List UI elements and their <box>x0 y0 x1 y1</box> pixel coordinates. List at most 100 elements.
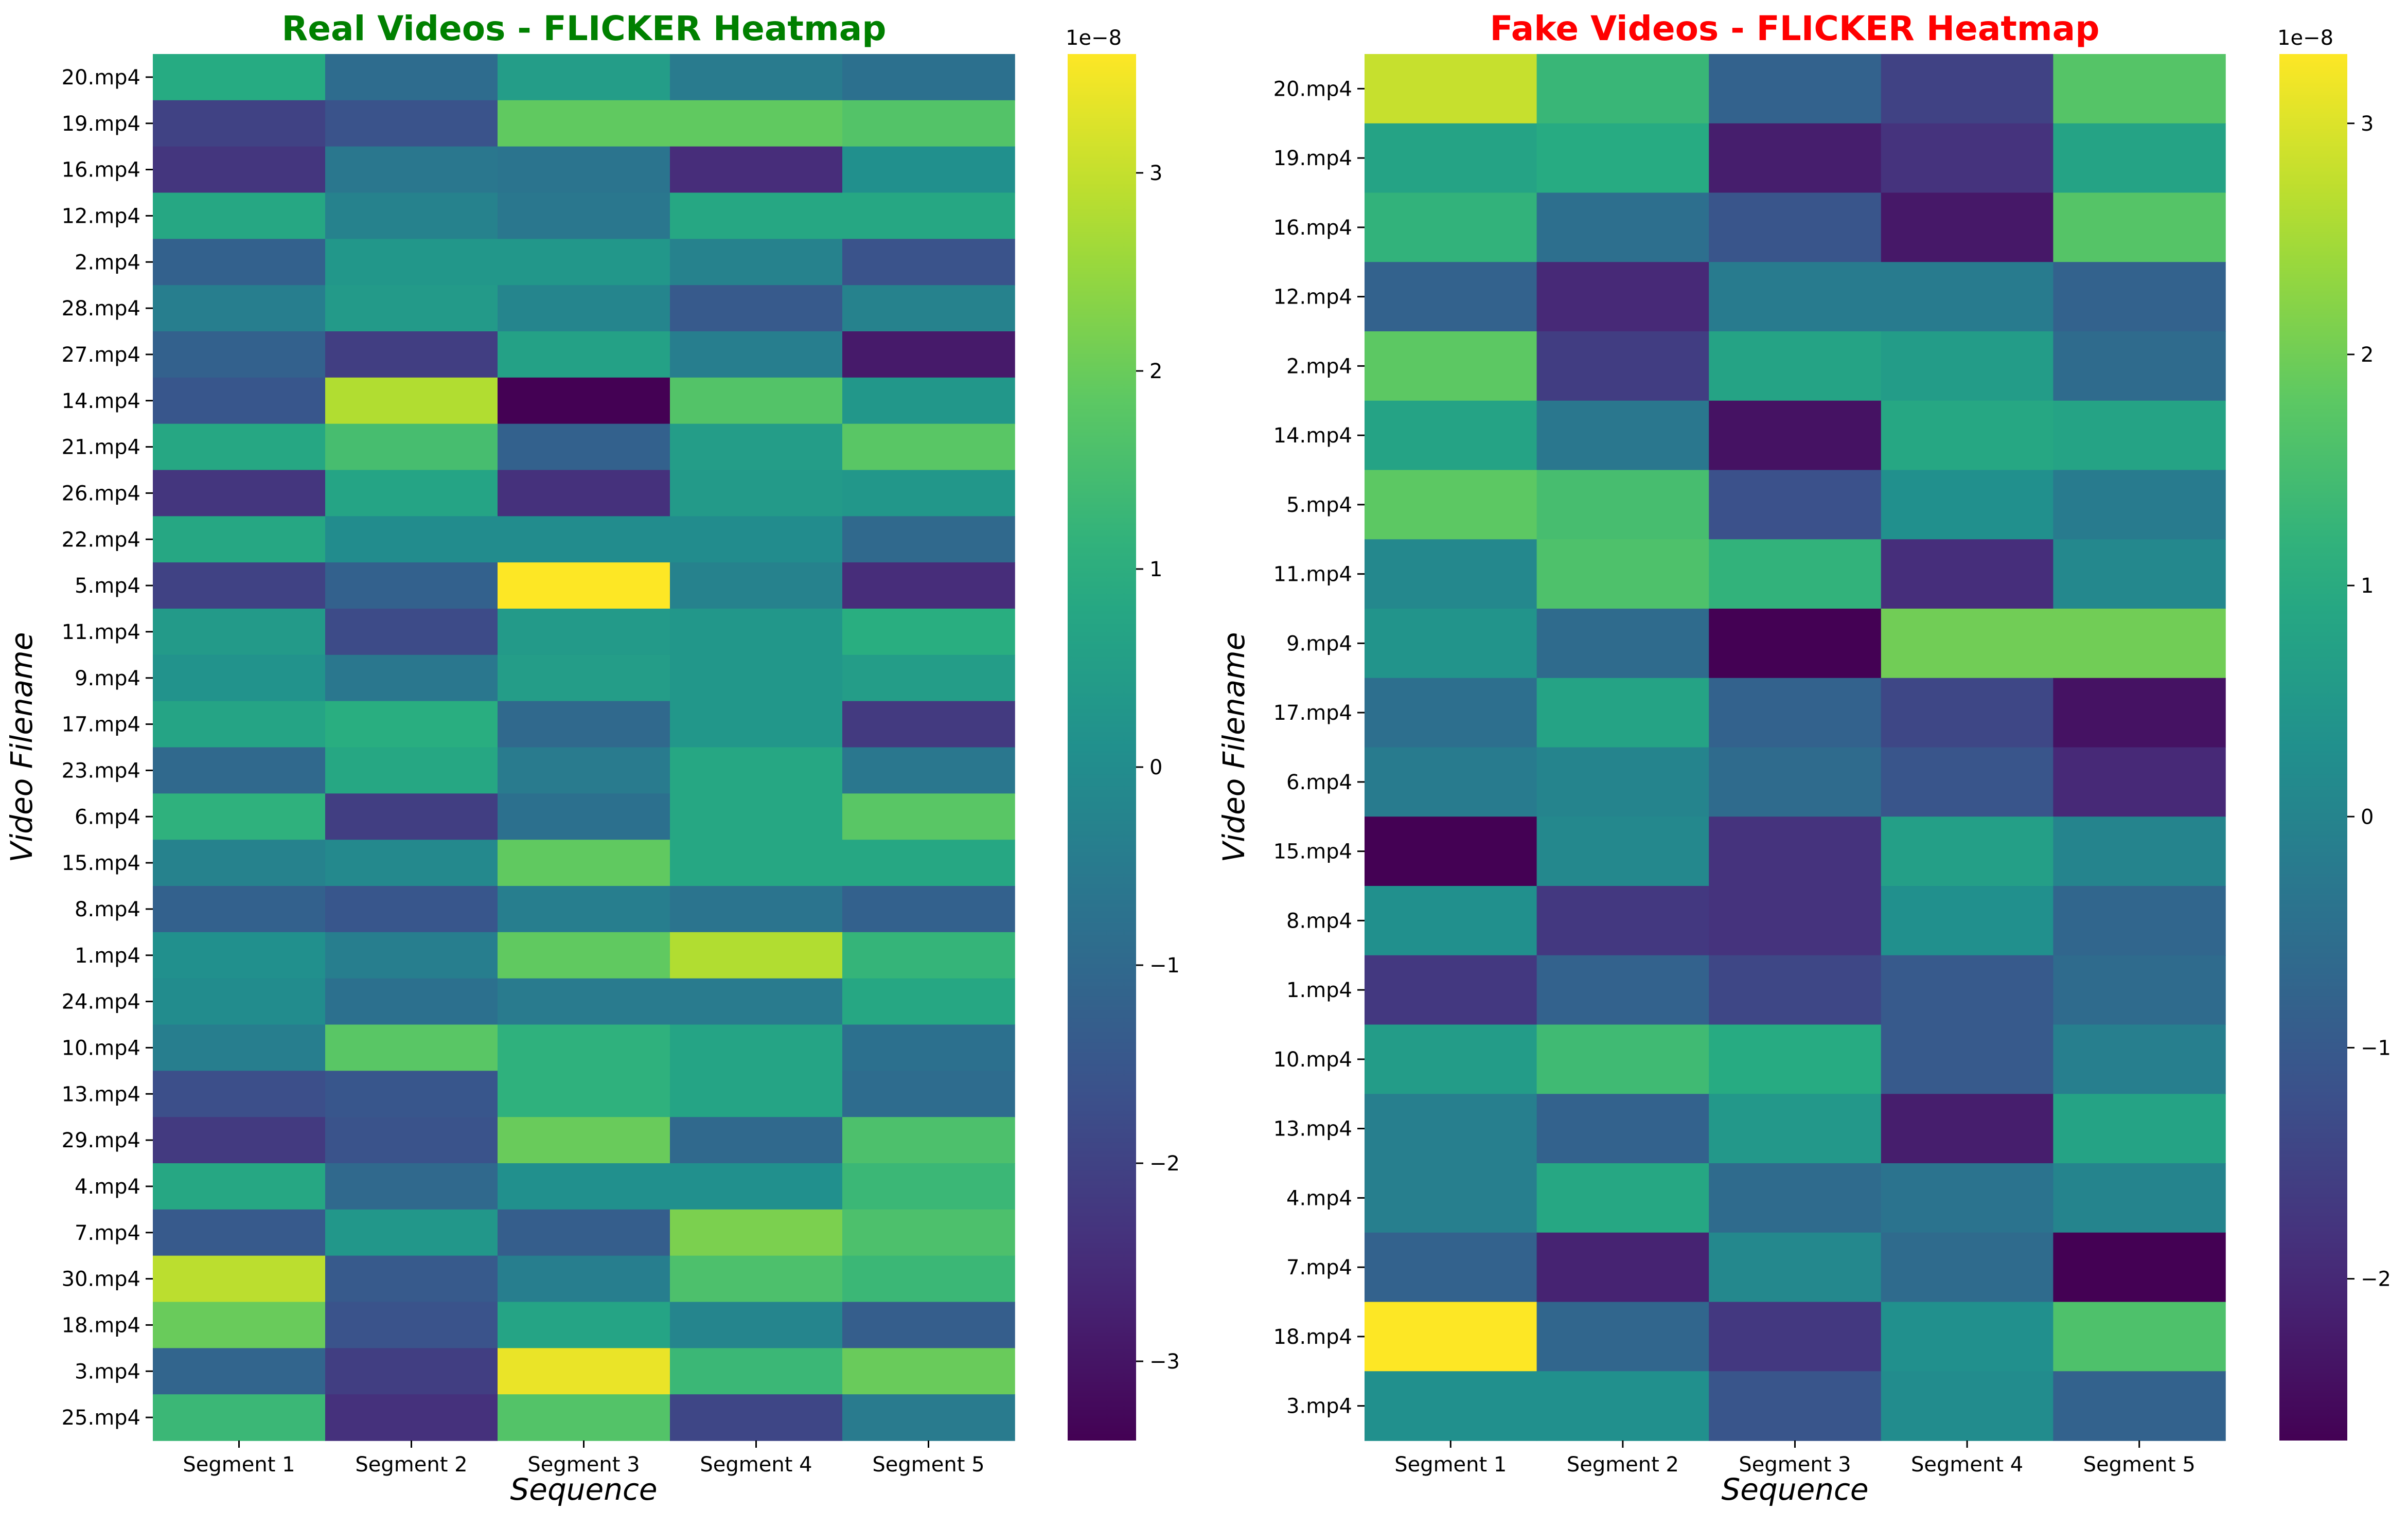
heatmap-cell <box>1536 54 1709 124</box>
heatmap-cell <box>1365 1024 1537 1095</box>
y-tick-label: 9.mp4 <box>75 667 140 690</box>
x-tick-label: Segment 1 <box>183 1453 295 1477</box>
heatmap-cell <box>1881 54 2054 124</box>
heatmap-cell <box>153 1163 326 1210</box>
heatmap-cell <box>1709 1302 1882 1372</box>
heatmap-cell <box>1881 955 2054 1025</box>
heatmap-cell <box>1365 54 1537 124</box>
y-tick-label: 23.mp4 <box>62 759 140 783</box>
heatmap-cell <box>670 1302 843 1349</box>
heatmap-cell <box>842 377 1015 424</box>
colorbar-tick-label: −3 <box>1149 1350 1180 1374</box>
heatmap-cell <box>153 1117 326 1164</box>
heatmap-cell <box>670 1348 843 1395</box>
y-tick-label: 4.mp4 <box>1286 1186 1352 1210</box>
heatmap-cell <box>1881 400 2054 471</box>
y-tick-label: 12.mp4 <box>1273 286 1352 309</box>
heatmap-cell <box>498 331 670 378</box>
y-tick-label: 4.mp4 <box>75 1175 140 1199</box>
heatmap-cell <box>1536 955 1709 1025</box>
heatmap-cell <box>842 609 1015 655</box>
heatmap-cell <box>670 886 843 933</box>
heatmap-cell <box>325 886 498 933</box>
heatmap-cell <box>1365 955 1537 1025</box>
heatmap-cell <box>1709 886 1882 956</box>
heatmap-cell <box>325 793 498 840</box>
heatmap-cell <box>498 978 670 1025</box>
heatmap-cell <box>670 562 843 609</box>
y-tick-label: 10.mp4 <box>62 1036 140 1060</box>
heatmap-cell <box>1881 816 2054 886</box>
heatmap-cell <box>1365 1371 1537 1441</box>
heatmap-cell <box>670 932 843 979</box>
colorbar-tick-label: 0 <box>1149 756 1162 779</box>
heatmap-cell <box>153 239 326 286</box>
heatmap-cell <box>1536 331 1709 401</box>
heatmap-cell <box>1365 886 1537 956</box>
heatmap-cell <box>153 1302 326 1349</box>
heatmap-cell <box>1365 123 1537 193</box>
heatmap-cell <box>1365 470 1537 540</box>
heatmap-cell <box>325 562 498 609</box>
heatmap-cell <box>670 470 843 517</box>
heatmap-cell <box>498 1255 670 1303</box>
colorbar-tick-label: 1 <box>2361 574 2374 598</box>
heatmap-cell <box>498 840 670 886</box>
heatmap-cell <box>2053 1302 2226 1372</box>
heatmap-cell <box>2053 331 2226 401</box>
y-tick-label: 8.mp4 <box>75 898 140 921</box>
heatmap-cell <box>153 747 326 794</box>
heatmap-cell <box>498 1071 670 1117</box>
heatmap-cell <box>1536 816 1709 886</box>
colorbar-tick-label: −1 <box>2361 1036 2391 1060</box>
heatmap-cell <box>325 1348 498 1395</box>
heatmap-cell <box>153 840 326 886</box>
heatmap-cell <box>2053 1232 2226 1303</box>
heatmap-cell <box>842 654 1015 702</box>
heatmap-cell <box>842 331 1015 378</box>
heatmap-cell <box>670 54 843 101</box>
heatmap-cell <box>325 239 498 286</box>
heatmap-cell <box>1709 470 1882 540</box>
heatmap-cell <box>498 701 670 748</box>
heatmap-cell <box>325 932 498 979</box>
heatmap-cell <box>842 1071 1015 1117</box>
heatmap-cell <box>2053 1163 2226 1233</box>
heatmap-cell <box>153 470 326 517</box>
heatmap-cell <box>325 1024 498 1072</box>
heatmap-cell <box>1709 262 1882 332</box>
y-tick-label: 24.mp4 <box>62 990 140 1014</box>
heatmap-cell <box>1365 192 1537 263</box>
heatmap-cell <box>498 516 670 563</box>
heatmap-cell <box>670 1163 843 1210</box>
y-tick-label: 22.mp4 <box>62 528 140 552</box>
x-tick-label: Segment 4 <box>700 1453 812 1477</box>
x-tick-label: Segment 5 <box>2083 1453 2195 1477</box>
heatmap-cell <box>1365 539 1537 609</box>
heatmap-cell <box>670 747 843 794</box>
heatmap-cell <box>842 978 1015 1025</box>
colorbar-tick-label: 0 <box>2361 805 2374 829</box>
heatmap-cell <box>842 239 1015 286</box>
heatmap-cell <box>325 1209 498 1256</box>
colorbar-tick-label: 3 <box>2361 112 2374 136</box>
heatmap-cell <box>842 516 1015 563</box>
y-tick-label: 2.mp4 <box>75 251 140 274</box>
y-tick-label: 29.mp4 <box>62 1129 140 1152</box>
heatmap-cell <box>842 747 1015 794</box>
heatmap-cell <box>325 701 498 748</box>
y-tick-label: 15.mp4 <box>1273 840 1352 864</box>
y-tick-label: 2.mp4 <box>1286 354 1352 378</box>
heatmap-cell <box>498 470 670 517</box>
y-tick-label: 10.mp4 <box>1273 1048 1352 1072</box>
heatmap-cell <box>842 1163 1015 1210</box>
heatmap-cell <box>1881 331 2054 401</box>
heatmap-cell <box>153 1348 326 1395</box>
heatmap-cell <box>2053 123 2226 193</box>
x-tick-label: Segment 5 <box>872 1453 984 1477</box>
heatmap-cell <box>842 701 1015 748</box>
y-tick-label: 1.mp4 <box>75 944 140 968</box>
heatmap-cell <box>325 423 498 471</box>
heatmap-cell <box>670 1209 843 1256</box>
heatmap-cell <box>1709 400 1882 471</box>
